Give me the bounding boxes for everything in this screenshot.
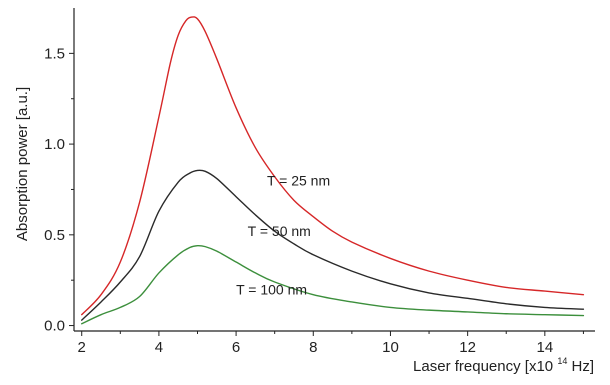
x-axis-title-main: Laser frequency [x10 [413,358,553,375]
x-axis-title: Laser frequency [x10 14 Hz] [413,351,594,375]
x-tick-label: 14 [536,339,553,356]
x-axis: 2 4 6 8 10 12 14 [78,331,584,356]
series-annotation: T = 100 nm [236,281,307,297]
series-annotation: T = 50 nm [248,223,311,239]
x-tick-label: 4 [155,339,163,356]
x-tick-label: 6 [232,339,240,356]
series-line-2 [81,169,585,321]
series-line-3 [81,244,585,325]
x-tick-label: 2 [78,339,86,356]
y-tick-label: 1.0 [44,136,65,153]
x-axis-title-exponent: 14 [557,356,567,366]
y-axis-title: Absorption power [a.u.] [14,87,31,241]
series-layer [81,16,585,325]
series-annotation: T = 25 nm [267,172,330,188]
x-axis-title-unit: Hz] [572,358,595,375]
x-tick-label: 10 [382,339,399,356]
x-tick-label: 12 [459,339,476,356]
y-tick-label: 0.5 [44,227,65,244]
y-tick-label: 1.5 [44,45,65,62]
plot-frame [73,8,595,332]
annotation-layer: T = 25 nm T = 50 nm T = 100 nm [236,172,330,297]
y-axis: 0.0 0.5 1.0 1.5 [44,45,74,335]
y-tick-label: 0.0 [44,318,65,335]
x-tick-label: 8 [309,339,317,356]
series-line-1 [81,16,585,316]
